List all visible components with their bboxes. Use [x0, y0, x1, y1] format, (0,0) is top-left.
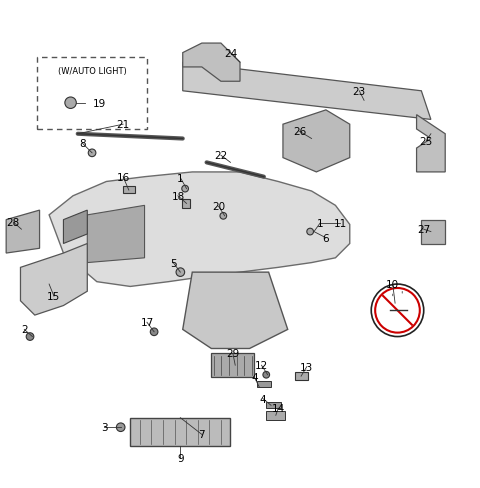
Text: 7: 7: [199, 429, 205, 440]
Text: 20: 20: [212, 202, 225, 212]
Text: 14: 14: [272, 403, 285, 413]
Polygon shape: [417, 116, 445, 173]
Text: 21: 21: [117, 120, 130, 130]
Circle shape: [220, 213, 227, 220]
Text: 4: 4: [260, 394, 266, 404]
Polygon shape: [283, 111, 350, 173]
Text: 29: 29: [226, 348, 240, 359]
Bar: [123, 187, 135, 194]
Text: 1: 1: [177, 173, 184, 183]
Circle shape: [176, 268, 185, 277]
Polygon shape: [6, 211, 39, 254]
Text: 22: 22: [214, 151, 228, 161]
Circle shape: [371, 285, 424, 337]
Text: 2: 2: [21, 325, 28, 335]
Polygon shape: [63, 211, 87, 244]
Bar: [266, 411, 285, 420]
Text: 26: 26: [293, 127, 306, 137]
Text: 17: 17: [140, 318, 154, 327]
Text: 24: 24: [224, 48, 237, 59]
Text: 10: 10: [386, 280, 399, 289]
Bar: [266, 403, 281, 408]
Polygon shape: [87, 206, 144, 263]
Text: 9: 9: [177, 453, 184, 463]
Text: 18: 18: [171, 191, 185, 202]
Text: 12: 12: [255, 361, 268, 370]
Polygon shape: [130, 418, 230, 447]
Text: 15: 15: [47, 291, 60, 302]
Circle shape: [26, 333, 34, 341]
Text: 3: 3: [101, 423, 108, 432]
Circle shape: [182, 186, 189, 193]
Polygon shape: [183, 44, 240, 82]
Text: 1: 1: [317, 219, 324, 228]
Circle shape: [116, 423, 125, 432]
Text: 23: 23: [353, 86, 366, 97]
Text: 6: 6: [323, 233, 329, 244]
Circle shape: [263, 372, 270, 378]
Bar: [182, 200, 191, 208]
Polygon shape: [421, 220, 445, 244]
Bar: [295, 372, 308, 380]
Text: 19: 19: [93, 99, 106, 108]
Text: 13: 13: [300, 362, 313, 372]
Polygon shape: [183, 63, 431, 120]
Circle shape: [88, 150, 96, 157]
Text: 5: 5: [170, 258, 177, 268]
Polygon shape: [49, 173, 350, 287]
Polygon shape: [183, 273, 288, 349]
Circle shape: [307, 229, 313, 235]
Text: 11: 11: [334, 219, 347, 228]
Text: 16: 16: [117, 172, 130, 183]
Text: 8: 8: [79, 139, 86, 149]
Bar: [257, 381, 271, 387]
Circle shape: [150, 328, 158, 336]
Text: 4: 4: [251, 372, 258, 382]
Text: (W/AUTO LIGHT): (W/AUTO LIGHT): [58, 67, 126, 76]
Circle shape: [65, 98, 76, 109]
Text: 25: 25: [420, 137, 433, 146]
Text: 27: 27: [417, 224, 431, 235]
Polygon shape: [211, 353, 254, 377]
Text: 28: 28: [7, 218, 20, 227]
Polygon shape: [21, 244, 87, 315]
